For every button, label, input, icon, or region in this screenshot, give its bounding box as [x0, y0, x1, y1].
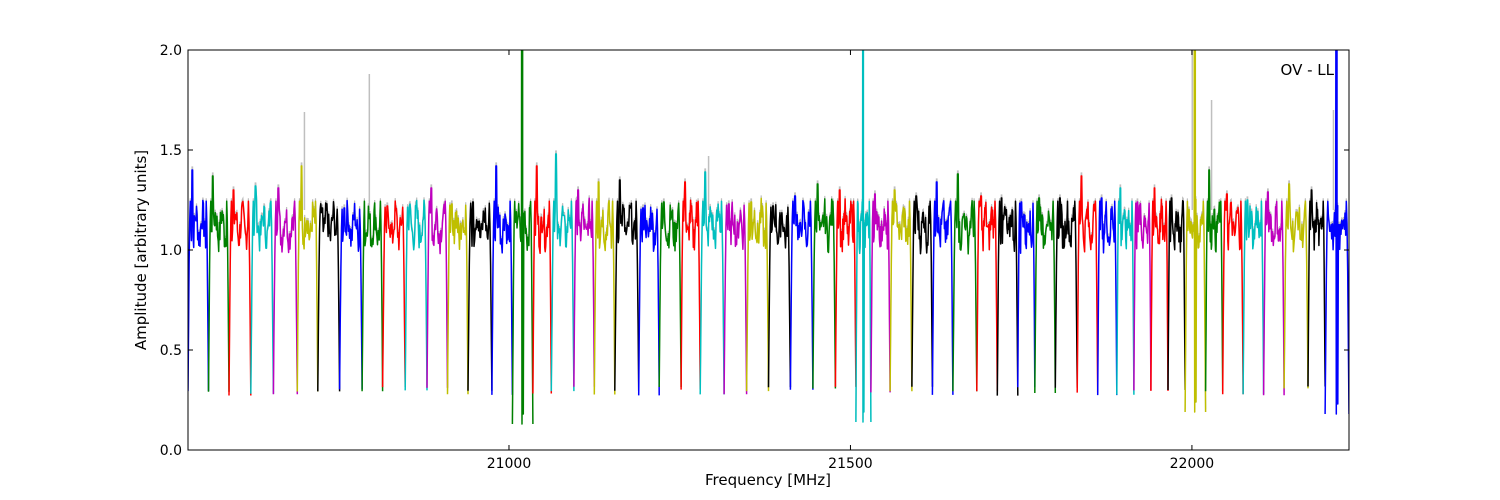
subband-series-line	[250, 185, 275, 394]
subband-series-line	[426, 187, 449, 388]
subband-series-line	[272, 187, 299, 395]
subband-series-line	[532, 165, 553, 394]
y-tick-label: 0.0	[160, 443, 182, 459]
subband-series-line	[446, 203, 469, 395]
subband-series-line	[723, 201, 748, 395]
polarization-annotation: OV - LL	[1281, 61, 1335, 79]
y-axis: 0.0 0.5 1.0 1.5 2.0	[160, 43, 1349, 459]
subband-series-line	[381, 200, 406, 388]
raw-spectrum-line	[1184, 50, 1207, 410]
x-tick-label: 21000	[487, 456, 532, 472]
y-tick-label: 2.0	[160, 43, 182, 59]
y-tick-label: 1.0	[160, 243, 182, 259]
subband-series-line	[911, 195, 934, 387]
subband-series-line	[188, 169, 210, 392]
subband-series-line	[404, 199, 428, 391]
subband-series-line	[1167, 197, 1186, 391]
subband-series-line	[637, 204, 660, 396]
subband-series-line	[614, 179, 640, 391]
subband-series-line	[1096, 197, 1118, 396]
subband-series-line	[812, 183, 837, 389]
subband-series-line	[1076, 175, 1099, 393]
subband-series-line	[699, 171, 725, 395]
subband-series-line	[789, 195, 814, 390]
subband-series-line	[550, 153, 575, 392]
subband-series-layer	[188, 50, 1349, 425]
subband-series-line	[834, 189, 857, 387]
subband-series-line	[745, 197, 770, 392]
subband-series-line	[1307, 189, 1326, 387]
subband-series-line	[1054, 197, 1078, 388]
subband-series-line	[1283, 183, 1309, 389]
subband-series-line	[361, 200, 384, 392]
subband-series-line	[1133, 201, 1152, 391]
subband-series-line	[658, 201, 682, 388]
subband-series-line	[767, 203, 792, 388]
subband-series-line	[593, 181, 616, 395]
subband-series-line	[573, 189, 596, 387]
x-axis-label: Frequency [MHz]	[705, 471, 831, 489]
subband-series-line	[1034, 197, 1057, 394]
subband-series-line	[1150, 187, 1169, 391]
subband-series-line	[931, 181, 954, 395]
subband-series-line	[996, 197, 1019, 396]
subband-series-line	[976, 195, 999, 392]
subband-series-line	[296, 165, 319, 392]
subband-series-line	[952, 173, 978, 392]
x-tick-label: 22000	[1170, 456, 1215, 472]
y-axis-label: Amplitude [arbitrary units]	[132, 150, 150, 350]
subband-series-line	[491, 165, 514, 395]
subband-series-line	[1204, 169, 1224, 392]
subband-series-line	[1324, 50, 1349, 415]
x-axis: 21000 21500 22000	[487, 50, 1214, 472]
y-tick-label: 0.5	[160, 343, 182, 359]
subband-series-line	[338, 199, 363, 390]
raw-spectrum-line	[614, 176, 640, 388]
x-tick-label: 21500	[828, 456, 873, 472]
subband-series-line	[870, 193, 891, 393]
subband-series-line	[1116, 187, 1135, 395]
subband-series-line	[467, 201, 493, 391]
subband-series-line	[1017, 201, 1036, 388]
subband-series-line	[1184, 50, 1207, 413]
subband-series-line	[889, 189, 913, 392]
subband-series-line	[1242, 199, 1265, 395]
subband-series-line	[855, 50, 872, 423]
subband-series-line	[228, 189, 252, 396]
subband-series-line	[1221, 193, 1244, 395]
subband-series-line	[1262, 191, 1285, 396]
subband-series-line	[317, 201, 341, 392]
subband-series-line	[511, 50, 534, 425]
subband-series-line	[207, 175, 230, 392]
subband-series-line	[680, 181, 701, 390]
y-tick-label: 1.5	[160, 143, 182, 159]
